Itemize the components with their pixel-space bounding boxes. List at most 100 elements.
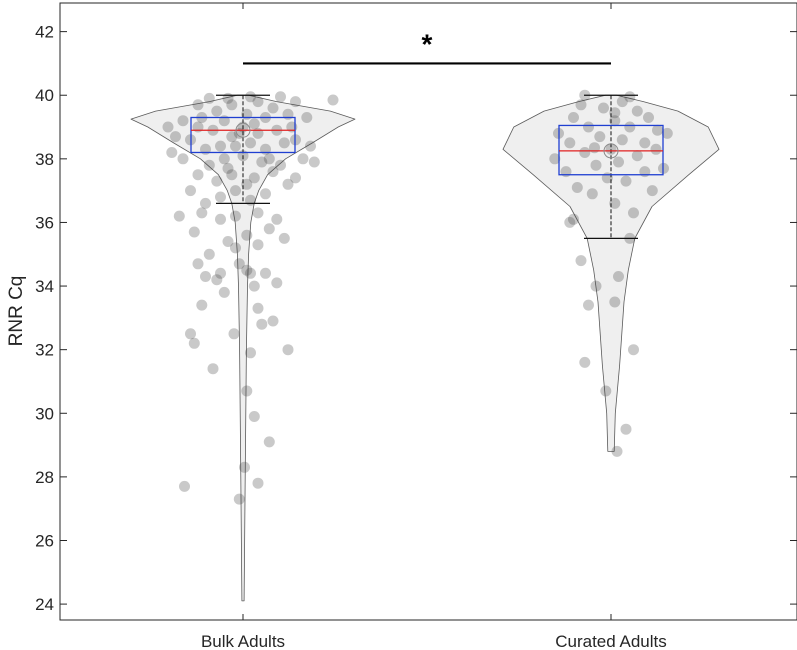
data-point — [308, 156, 320, 168]
data-point — [267, 102, 279, 114]
y-axis-title: RNR Cq — [6, 276, 27, 347]
median-marker — [235, 122, 251, 138]
data-point — [241, 229, 253, 241]
data-point — [297, 153, 309, 165]
data-point — [579, 147, 591, 158]
data-point — [211, 175, 223, 187]
data-point — [652, 124, 663, 136]
data-point — [252, 302, 264, 314]
data-point — [215, 267, 226, 279]
data-point — [218, 153, 230, 165]
data-point — [233, 493, 245, 505]
data-point — [230, 210, 241, 222]
data-point — [609, 197, 621, 209]
data-point — [252, 96, 264, 108]
data-point — [650, 143, 662, 155]
data-point — [260, 188, 271, 200]
data-point — [609, 296, 621, 308]
data-point — [305, 140, 316, 152]
data-point — [241, 264, 253, 276]
data-point — [245, 137, 256, 149]
data-point — [215, 140, 226, 152]
data-point — [248, 280, 260, 292]
data-point — [177, 153, 189, 165]
y-tick-label: 28 — [35, 468, 54, 487]
data-point — [639, 137, 651, 149]
data-point — [583, 299, 594, 311]
data-point — [275, 159, 286, 171]
data-point — [263, 223, 275, 235]
data-point — [327, 94, 339, 106]
significance-label: * — [422, 28, 433, 59]
data-point — [196, 299, 208, 311]
data-point — [600, 385, 612, 397]
y-tick-label: 30 — [35, 404, 54, 423]
data-point — [568, 213, 579, 225]
data-point — [631, 105, 643, 117]
data-point — [192, 169, 204, 181]
data-point — [560, 166, 572, 178]
data-point — [185, 185, 196, 197]
data-point — [245, 91, 256, 103]
data-point — [290, 172, 301, 184]
data-point — [613, 156, 624, 168]
data-point — [282, 108, 294, 120]
data-point — [611, 445, 623, 457]
data-point — [260, 267, 271, 279]
box-iqr — [190, 116, 296, 154]
data-point — [222, 162, 234, 174]
data-point — [188, 337, 200, 349]
y-tick-label: 34 — [35, 277, 54, 296]
axes-layer: Bulk Adults Curated Adults 24 26 28 30 32 34 36 3… — [35, 3, 797, 650]
data-point — [218, 286, 230, 298]
data-point — [252, 239, 264, 251]
data-point — [252, 127, 264, 139]
data-point — [263, 436, 275, 448]
data-point — [278, 137, 290, 149]
data-point — [177, 115, 189, 127]
x-tick-label: Bulk Adults — [201, 632, 285, 650]
data-point — [211, 105, 223, 117]
data-point — [248, 411, 260, 422]
data-point — [616, 96, 628, 108]
y-tick-label: 24 — [35, 595, 54, 614]
data-point — [256, 156, 268, 168]
data-point — [203, 92, 215, 104]
data-point — [263, 153, 275, 165]
data-point — [226, 99, 238, 111]
boxes-layer — [190, 94, 664, 240]
data-point — [252, 477, 264, 489]
data-point — [564, 137, 576, 149]
data-point — [252, 207, 264, 219]
data-point — [245, 267, 256, 279]
data-point — [211, 274, 223, 286]
data-point — [241, 178, 253, 190]
data-point — [624, 121, 636, 133]
data-point — [203, 159, 215, 171]
data-point — [282, 344, 294, 356]
data-point — [230, 242, 241, 254]
data-point — [200, 197, 211, 209]
box-iqr — [558, 124, 664, 176]
data-point — [590, 159, 602, 171]
data-point — [643, 112, 654, 123]
y-tick-label: 36 — [35, 213, 54, 232]
data-point — [275, 91, 286, 103]
y-tick-label: 38 — [35, 150, 54, 169]
significance-layer: * — [243, 28, 611, 65]
data-point — [226, 131, 238, 143]
y-tick-label: 42 — [35, 23, 54, 42]
data-point — [290, 96, 301, 108]
y-tick-label: 32 — [35, 341, 54, 360]
data-point — [598, 102, 609, 114]
data-point — [628, 344, 639, 356]
data-point — [282, 178, 294, 190]
data-point — [192, 99, 204, 111]
y-tick-label: 26 — [35, 531, 54, 550]
x-tick-label: Curated Adults — [555, 632, 667, 650]
data-point — [301, 112, 313, 123]
data-point — [230, 185, 241, 197]
data-point — [267, 166, 279, 178]
data-point — [256, 318, 268, 330]
data-point — [594, 131, 606, 143]
